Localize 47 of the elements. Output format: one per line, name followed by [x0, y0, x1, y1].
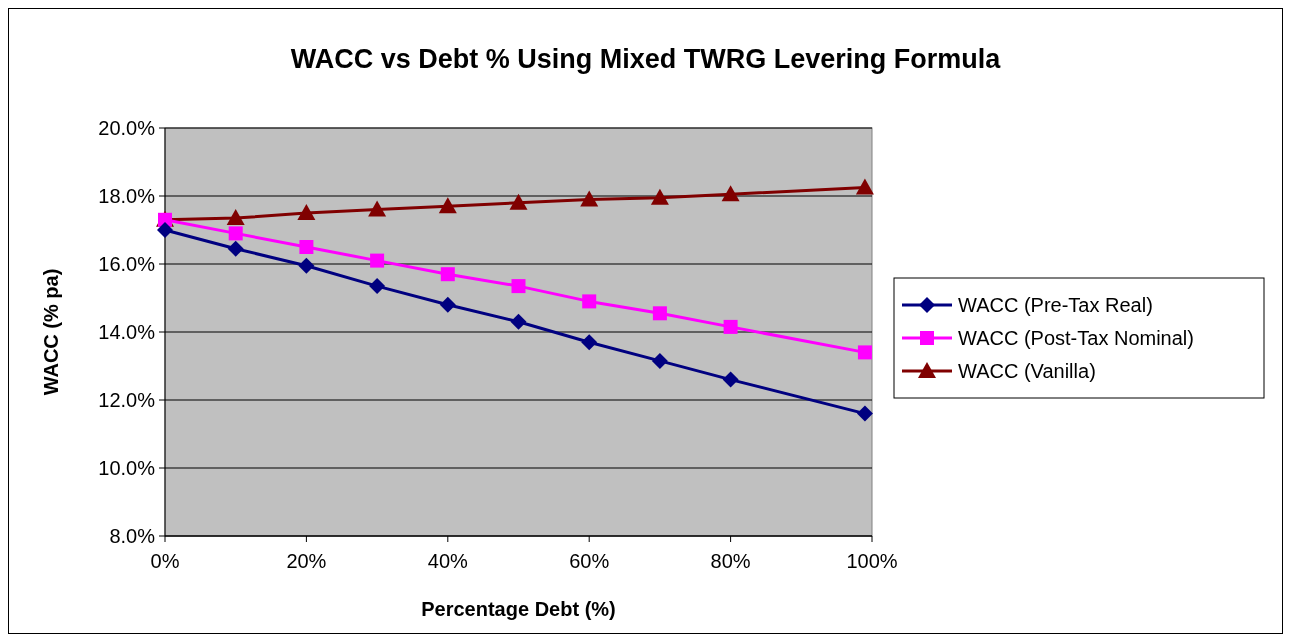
y-axis-title: WACC (% pa): [40, 268, 62, 396]
y-tick-label: 8.0%: [109, 525, 156, 547]
x-tick-label: 20%: [286, 550, 327, 572]
point: [227, 240, 244, 257]
point: [856, 405, 873, 422]
point: [438, 197, 457, 214]
point: [722, 371, 739, 388]
y-tick-label: 14.0%: [98, 321, 156, 343]
point: [509, 193, 528, 210]
legend-label: WACC (Pre-Tax Real): [958, 294, 1153, 316]
y-tick-label: 20.0%: [98, 117, 156, 139]
point: [511, 279, 526, 294]
point: [370, 253, 385, 268]
x-tick-label: 100%: [846, 550, 898, 572]
legend-label: WACC (Post-Tax Nominal): [958, 327, 1194, 349]
point: [721, 185, 740, 202]
point: [651, 352, 668, 369]
point: [440, 267, 455, 282]
y-tick-label: 12.0%: [98, 389, 156, 411]
point: [581, 334, 598, 351]
x-tick-label: 0%: [150, 550, 180, 572]
point: [582, 294, 597, 309]
point: [157, 222, 173, 238]
y-tick-label: 18.0%: [98, 185, 156, 207]
point: [650, 188, 669, 205]
x-tick-label: 80%: [710, 550, 751, 572]
point: [228, 226, 243, 241]
point: [652, 306, 667, 321]
point: [580, 190, 599, 207]
point: [855, 178, 874, 195]
x-tick-label: 60%: [569, 550, 610, 572]
y-tick-label: 16.0%: [98, 253, 156, 275]
point: [369, 278, 386, 295]
point: [299, 240, 314, 254]
point: [510, 313, 527, 330]
point: [857, 345, 872, 360]
point: [297, 204, 316, 220]
point: [723, 319, 738, 334]
y-tick-label: 10.0%: [98, 457, 156, 479]
point: [226, 209, 245, 226]
legend-label: WACC (Vanilla): [958, 360, 1096, 382]
point: [439, 296, 456, 313]
x-axis-title: Percentage Debt (%): [421, 598, 616, 620]
x-tick-label: 40%: [427, 550, 469, 572]
chart-title: WACC vs Debt % Using Mixed TWRG Levering Formula: [290, 44, 1002, 74]
point: [368, 200, 387, 217]
point: [298, 257, 315, 274]
